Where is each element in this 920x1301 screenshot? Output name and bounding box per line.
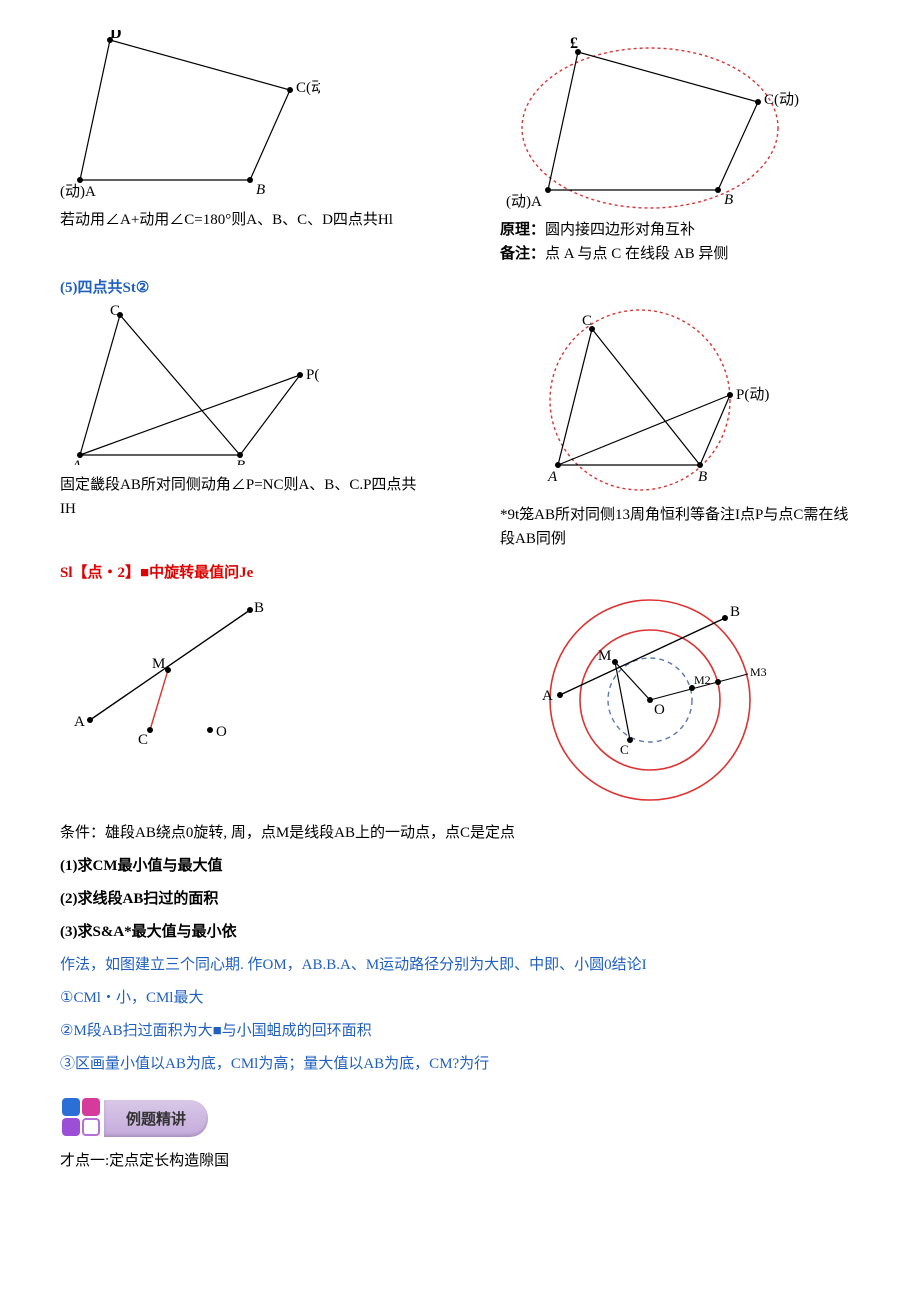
fig6-svg: B M A O C M2 M3 [500,590,800,810]
fig4-svg: C P(动) A B [500,305,780,495]
lbl-C5: C [138,732,148,748]
fig5-block: B M A C O [60,590,420,810]
condition-text: 条件：雄段AB绕点0旋转, 周，点M是线段AB上的一动点，点C是定点 [60,820,860,847]
lbl-C2: C(动) [764,91,799,108]
q3: (3)求S&A*最大值与最小依 [60,919,860,946]
fig2-block: £ C(动) (动)A B 原理：圆内接四边形对角互补 备注：点 A 与点 C … [500,30,860,266]
fig5-svg: B M A C O [60,590,300,750]
lbl-E: £ [570,35,578,52]
fig2-svg: £ C(动) (动)A B [500,30,800,210]
lbl-M6: M [598,648,611,664]
lbl-C4: C [582,313,592,329]
fig4-block: C P(动) A B *9t笼AB所对同侧13周角恒利等备注I点P与点C需在线段… [500,305,860,551]
fig1-caption: 若动用∠A+动用∠C=180°则A、B、C、D四点共Hl [60,208,420,232]
example-banner: 例题精讲 [60,1096,860,1140]
fig1-block: D C(动) (动)A B 若动用∠A+动用∠C=180°则A、B、C、D四点共… [60,30,420,266]
fig3-block: C P(动) A B 固定畿段AB所对同侧动角∠P=NC则A、B、C.P四点共I… [60,305,420,551]
lbl-B6: B [730,604,740,620]
fig3-svg: C P(动) A B [60,305,320,465]
method-2: ①CMl・小，CMl最大 [60,985,860,1012]
q1: (1)求CM最小值与最大值 [60,853,860,880]
lbl-B5: B [254,600,264,616]
lbl-B2: B [724,192,733,208]
lbl-A: (动)A [60,183,96,200]
lbl-M3: M3 [750,665,767,679]
lbl-B4: B [698,469,707,485]
lbl-A4: A [547,469,558,485]
q2: (2)求线段AB扫过的面积 [60,886,860,913]
section-5-title: (5)四点共St② [60,276,860,297]
lbl-A2: (动)A [506,193,542,210]
method-3: ②M段AB扫过面积为大■与小国蛆成的回环面积 [60,1018,860,1045]
lbl-B3: B [236,458,245,465]
lbl-P3: P(动) [306,366,320,383]
method-4: ③区画量小值以AB为底，CMl为高；量大值以AB为底，CM?为行 [60,1051,860,1078]
lbl-D: D [110,30,122,42]
lbl-C6: C [620,742,629,757]
principle-text: 圆内接四边形对角互补 [545,222,695,238]
section-s1-title: Sl【点・2】■中旋转最值问Je [60,561,860,582]
lbl-C: C(动) [296,79,320,96]
banner-label: 例题精讲 [104,1100,208,1137]
banner-grid-icon [60,1096,104,1140]
lbl-M2: M2 [694,673,711,687]
lbl-A3: A [71,458,82,465]
lbl-A6: A [542,688,553,704]
lbl-C3: C [110,305,120,319]
fig3-caption: 固定畿段AB所对同侧动角∠P=NC则A、B、C.P四点共IH [60,473,420,521]
principle-label: 原理： [500,222,545,238]
fig2-caption: 原理：圆内接四边形对角互补 备注：点 A 与点 C 在线段 AB 异侧 [500,218,860,266]
fig4-caption: *9t笼AB所对同侧13周角恒利等备注I点P与点C需在线段AB同例 [500,503,860,551]
method-1: 作法，如图建立三个同心期. 作OM，AB.B.A、M运动路径分别为大即、中即、小… [60,952,860,979]
fig6-block: B M A O C M2 M3 [500,590,860,810]
footer-text: 才点一:定点定长构造隙国 [60,1148,860,1175]
lbl-M5: M [152,656,165,672]
lbl-A5: A [74,714,85,730]
lbl-O5: O [216,724,227,740]
lbl-O6: O [654,702,665,718]
lbl-P4: P(动) [736,386,769,403]
lbl-B: B [256,182,265,198]
note-label: 备注： [500,246,545,262]
note-text: 点 A 与点 C 在线段 AB 异侧 [545,246,728,262]
fig1-svg: D C(动) (动)A B [60,30,320,200]
